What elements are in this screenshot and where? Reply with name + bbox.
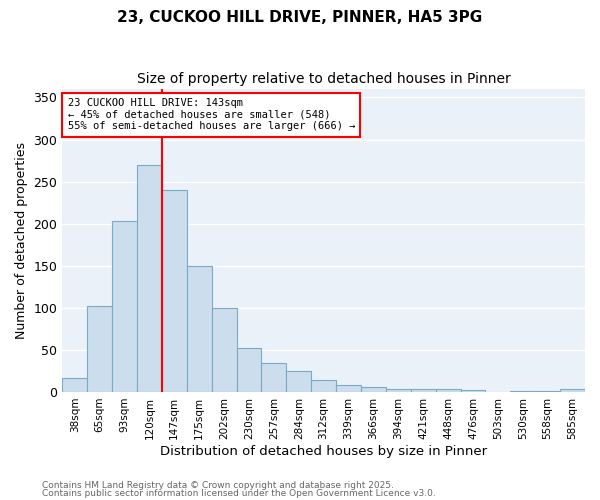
Bar	[361, 387, 386, 392]
Bar	[236, 348, 262, 392]
Bar	[87, 306, 112, 392]
X-axis label: Distribution of detached houses by size in Pinner: Distribution of detached houses by size …	[160, 444, 487, 458]
Bar	[62, 378, 87, 392]
Bar	[137, 165, 162, 392]
Text: 23, CUCKOO HILL DRIVE, PINNER, HA5 3PG: 23, CUCKOO HILL DRIVE, PINNER, HA5 3PG	[118, 10, 482, 25]
Bar	[311, 380, 336, 392]
Text: 23 CUCKOO HILL DRIVE: 143sqm
← 45% of detached houses are smaller (548)
55% of s: 23 CUCKOO HILL DRIVE: 143sqm ← 45% of de…	[68, 98, 355, 132]
Bar	[461, 390, 485, 392]
Bar	[411, 388, 436, 392]
Text: Contains HM Land Registry data © Crown copyright and database right 2025.: Contains HM Land Registry data © Crown c…	[42, 480, 394, 490]
Bar	[187, 266, 212, 392]
Y-axis label: Number of detached properties: Number of detached properties	[15, 142, 28, 339]
Bar	[336, 385, 361, 392]
Bar	[262, 364, 286, 392]
Bar	[560, 390, 585, 392]
Bar	[162, 190, 187, 392]
Bar	[436, 388, 461, 392]
Text: Contains public sector information licensed under the Open Government Licence v3: Contains public sector information licen…	[42, 489, 436, 498]
Title: Size of property relative to detached houses in Pinner: Size of property relative to detached ho…	[137, 72, 511, 86]
Bar	[386, 388, 411, 392]
Bar	[112, 221, 137, 392]
Bar	[212, 308, 236, 392]
Bar	[511, 391, 535, 392]
Bar	[286, 371, 311, 392]
Bar	[535, 391, 560, 392]
